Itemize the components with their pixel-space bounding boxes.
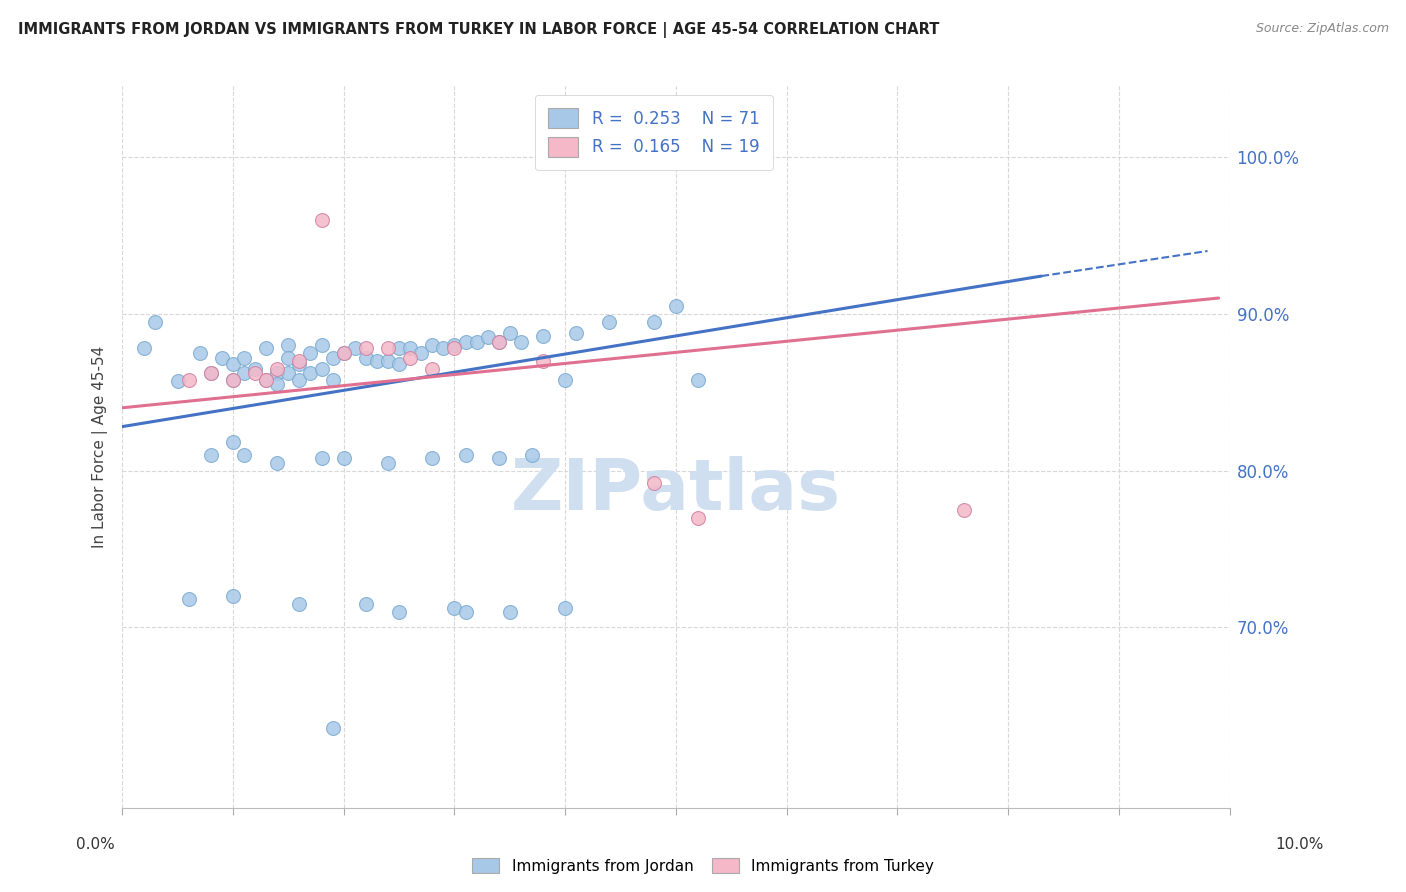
- Point: [509, 334, 531, 349]
- Point: [277, 351, 299, 365]
- Point: [311, 450, 333, 465]
- Point: [266, 456, 288, 470]
- Point: [565, 326, 588, 340]
- Point: [311, 338, 333, 352]
- Text: IMMIGRANTS FROM JORDAN VS IMMIGRANTS FROM TURKEY IN LABOR FORCE | AGE 45-54 CORR: IMMIGRANTS FROM JORDAN VS IMMIGRANTS FRO…: [18, 22, 939, 38]
- Point: [266, 366, 288, 380]
- Point: [432, 341, 454, 355]
- Point: [643, 314, 665, 328]
- Point: [277, 338, 299, 352]
- Point: [688, 373, 710, 387]
- Point: [354, 341, 377, 355]
- Point: [200, 366, 222, 380]
- Point: [177, 373, 200, 387]
- Point: [443, 601, 465, 615]
- Point: [233, 366, 256, 380]
- Point: [311, 361, 333, 376]
- Point: [354, 351, 377, 365]
- Legend: Immigrants from Jordan, Immigrants from Turkey: Immigrants from Jordan, Immigrants from …: [465, 852, 941, 880]
- Point: [477, 330, 499, 344]
- Point: [222, 373, 245, 387]
- Point: [332, 346, 354, 360]
- Point: [598, 314, 620, 328]
- Point: [332, 450, 354, 465]
- Point: [953, 502, 976, 516]
- Point: [531, 353, 554, 368]
- Point: [322, 373, 344, 387]
- Point: [254, 341, 277, 355]
- Point: [200, 366, 222, 380]
- Point: [354, 597, 377, 611]
- Point: [266, 377, 288, 392]
- Point: [554, 373, 576, 387]
- Point: [377, 353, 399, 368]
- Point: [465, 334, 488, 349]
- Point: [288, 357, 311, 371]
- Point: [388, 357, 411, 371]
- Point: [243, 361, 266, 376]
- Point: [420, 450, 443, 465]
- Point: [243, 366, 266, 380]
- Text: 0.0%: 0.0%: [76, 837, 115, 852]
- Point: [188, 346, 211, 360]
- Point: [643, 476, 665, 491]
- Point: [322, 721, 344, 735]
- Point: [288, 373, 311, 387]
- Point: [200, 448, 222, 462]
- Legend: R =  0.253    N = 71, R =  0.165    N = 19: R = 0.253 N = 71, R = 0.165 N = 19: [534, 95, 773, 170]
- Point: [299, 366, 322, 380]
- Point: [388, 605, 411, 619]
- Point: [288, 353, 311, 368]
- Point: [222, 373, 245, 387]
- Point: [520, 448, 543, 462]
- Point: [332, 346, 354, 360]
- Point: [254, 373, 277, 387]
- Point: [454, 448, 477, 462]
- Point: [665, 299, 688, 313]
- Point: [254, 373, 277, 387]
- Point: [454, 605, 477, 619]
- Point: [266, 361, 288, 376]
- Point: [343, 341, 366, 355]
- Text: 10.0%: 10.0%: [1275, 837, 1323, 852]
- Point: [222, 435, 245, 450]
- Point: [399, 341, 422, 355]
- Point: [399, 351, 422, 365]
- Point: [488, 334, 510, 349]
- Point: [499, 326, 522, 340]
- Point: [322, 351, 344, 365]
- Point: [443, 338, 465, 352]
- Y-axis label: In Labor Force | Age 45-54: In Labor Force | Age 45-54: [93, 346, 108, 548]
- Point: [488, 450, 510, 465]
- Point: [411, 346, 433, 360]
- Point: [366, 353, 388, 368]
- Text: ZIPatlas: ZIPatlas: [510, 456, 841, 524]
- Point: [277, 366, 299, 380]
- Point: [554, 601, 576, 615]
- Point: [233, 448, 256, 462]
- Point: [499, 605, 522, 619]
- Point: [211, 351, 233, 365]
- Point: [222, 357, 245, 371]
- Point: [688, 510, 710, 524]
- Point: [377, 341, 399, 355]
- Point: [166, 374, 188, 388]
- Point: [299, 346, 322, 360]
- Text: Source: ZipAtlas.com: Source: ZipAtlas.com: [1256, 22, 1389, 36]
- Point: [443, 341, 465, 355]
- Point: [288, 597, 311, 611]
- Point: [531, 328, 554, 343]
- Point: [420, 338, 443, 352]
- Point: [222, 589, 245, 603]
- Point: [145, 314, 167, 328]
- Point: [233, 351, 256, 365]
- Point: [134, 341, 156, 355]
- Point: [311, 212, 333, 227]
- Point: [177, 592, 200, 607]
- Point: [377, 456, 399, 470]
- Point: [454, 334, 477, 349]
- Point: [388, 341, 411, 355]
- Point: [488, 334, 510, 349]
- Point: [420, 361, 443, 376]
